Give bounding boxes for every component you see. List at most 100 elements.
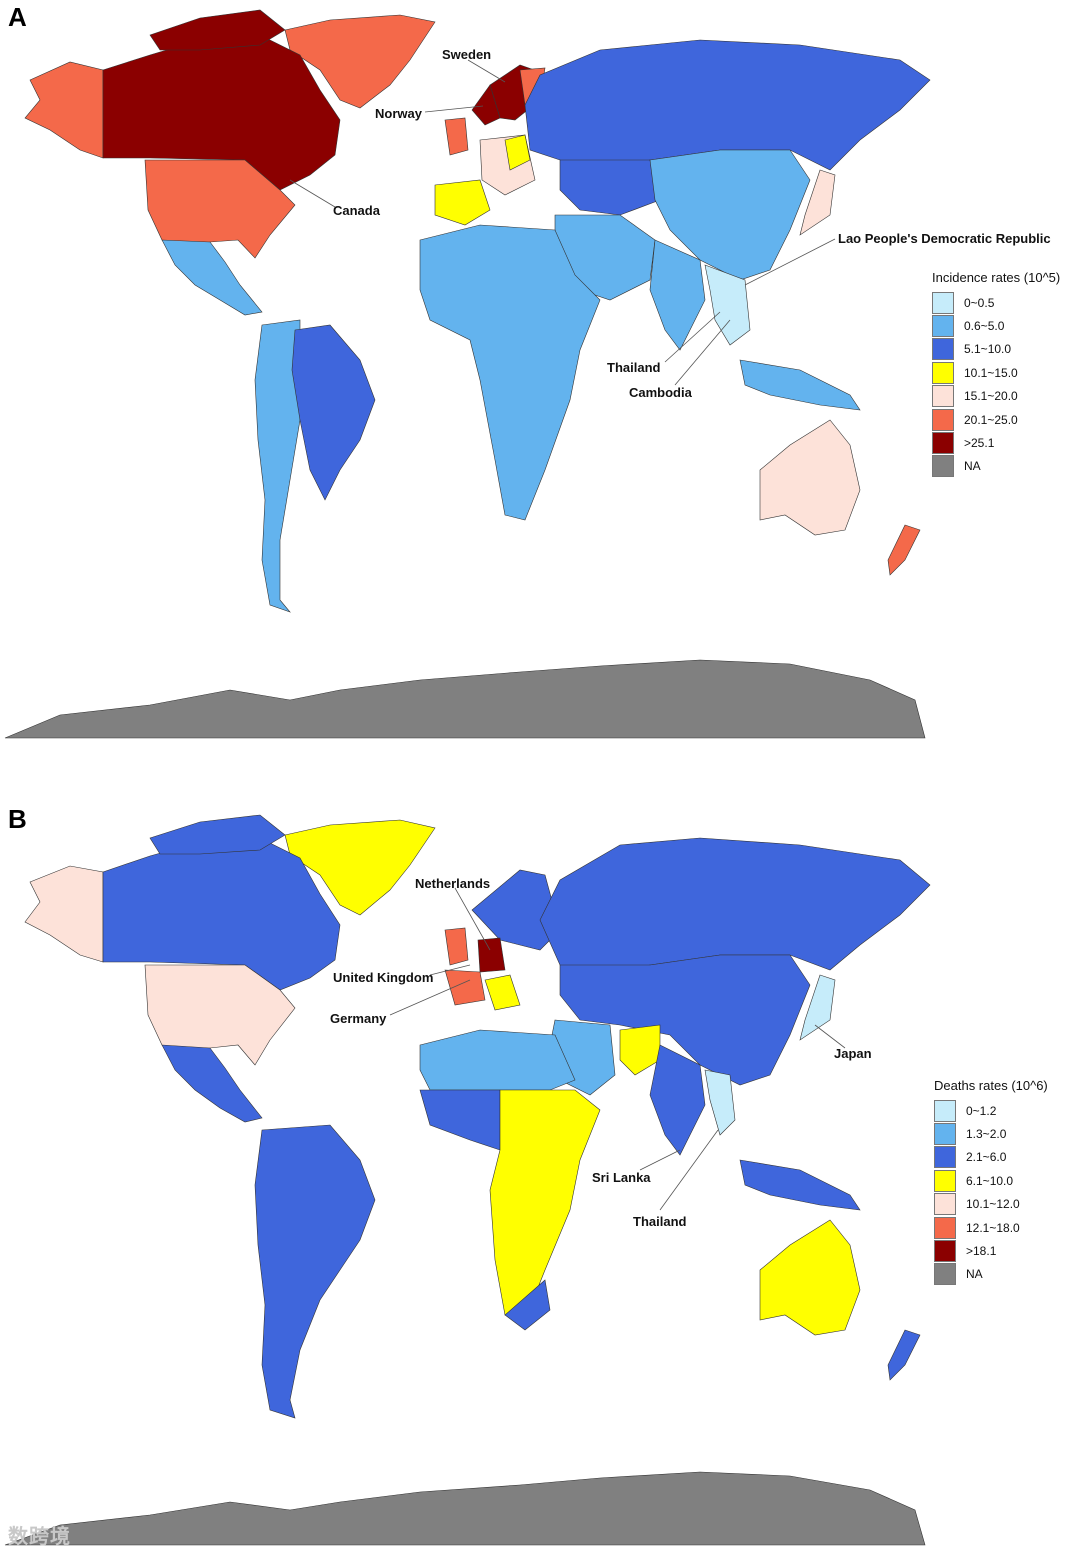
legend-swatch: [934, 1169, 956, 1192]
region-antarctica: [4, 659, 926, 739]
region-maritime-se-asia: [739, 359, 861, 411]
legend-label: 2.1~6.0: [966, 1150, 1007, 1165]
legend-incidence: Incidence rates (10^5) 0~0.5 0.6~5.0 5.1~1…: [932, 270, 1060, 478]
legend-label: 0~0.5: [964, 295, 995, 310]
region-arctic-islands: [149, 814, 286, 855]
region-china: [649, 149, 811, 281]
region-alaska: [24, 865, 104, 963]
legend-swatch: [934, 1263, 956, 1286]
region-mexico-central-america: [161, 239, 263, 316]
region-australia: [759, 1219, 861, 1336]
legend-item: 2.1~6.0: [934, 1146, 1048, 1169]
region-mexico-central-america: [161, 1044, 263, 1123]
region-italy-balkans: [484, 974, 521, 1011]
legend-label: NA: [966, 1267, 983, 1282]
region-southern-africa: [504, 1279, 551, 1331]
callout-sweden: Sweden: [442, 47, 491, 62]
region-india: [649, 239, 706, 351]
legend-swatch: [932, 432, 954, 455]
region-usa: [144, 964, 296, 1066]
region-north-africa: [419, 1029, 576, 1091]
legend-title: Deaths rates (10^6): [934, 1078, 1048, 1093]
legend-item: 1.3~2.0: [934, 1122, 1048, 1146]
region-pakistan: [619, 1024, 661, 1076]
callout-cambodia: Cambodia: [629, 385, 693, 400]
panel-letter-a: A: [8, 2, 27, 32]
legend-item: 6.1~10.0: [934, 1169, 1048, 1192]
legend-label: >25.1: [964, 436, 995, 451]
callout-lao: Lao People's Democratic Republic: [838, 231, 1051, 246]
callout-sri-lanka: Sri Lanka: [592, 1170, 651, 1185]
legend-swatch: [932, 291, 954, 314]
region-greenland: [284, 14, 436, 109]
callout-netherlands: Netherlands: [415, 876, 490, 891]
legend-swatch: [934, 1216, 956, 1239]
legend-label: NA: [964, 459, 981, 474]
panel-b-deaths-map: B: [0, 790, 1080, 1553]
legend-item: 10.1~12.0: [934, 1193, 1048, 1216]
callout-canada: Canada: [333, 203, 381, 218]
callout-thailand: Thailand: [607, 360, 661, 375]
callout-norway: Norway: [375, 106, 423, 121]
legend-swatch: [934, 1123, 956, 1146]
legend-item: NA: [934, 1263, 1048, 1286]
region-maritime-se-asia: [739, 1159, 861, 1211]
legend-label: 0.6~5.0: [964, 319, 1005, 334]
legend-deaths: Deaths rates (10^6) 0~1.2 1.3~2.0 2.1~6.0 6…: [934, 1078, 1048, 1286]
legend-item: 0.6~5.0: [932, 314, 1060, 338]
legend-swatch: [932, 385, 954, 408]
region-japan: [799, 169, 836, 236]
legend-item: 5.1~10.0: [932, 338, 1060, 361]
legend-label: 5.1~10.0: [964, 342, 1012, 357]
region-uk: [444, 117, 469, 156]
legend-item: 15.1~20.0: [932, 385, 1060, 408]
legend-swatch: [932, 408, 954, 431]
legend-swatch: [934, 1099, 956, 1122]
legend-label: >18.1: [966, 1244, 997, 1259]
region-thailand: [704, 1069, 736, 1136]
panel-letter-b: B: [8, 804, 27, 834]
region-china-central-asia: [559, 954, 811, 1086]
watermark: 数跨境: [8, 1524, 71, 1548]
legend-label: 1.3~2.0: [966, 1127, 1007, 1142]
region-alaska: [24, 61, 104, 159]
legend-item: 10.1~15.0: [932, 361, 1060, 384]
region-new-zealand: [887, 1329, 921, 1381]
legend-label: 20.1~25.0: [964, 412, 1018, 427]
region-australia: [759, 419, 861, 536]
region-south-america: [254, 1124, 376, 1419]
legend-label: 0~1.2: [966, 1103, 997, 1118]
region-new-zealand: [887, 524, 921, 576]
region-brazil: [291, 324, 376, 501]
region-germany-netherlands: [477, 937, 506, 973]
region-iberia-france: [434, 179, 491, 226]
legend-item: >18.1: [934, 1239, 1048, 1263]
callout-united-kingdom: United Kingdom: [333, 970, 433, 985]
region-france: [444, 969, 486, 1006]
region-usa: [144, 159, 296, 259]
legend-swatch: [934, 1240, 956, 1263]
legend-swatch: [934, 1193, 956, 1216]
region-africa: [419, 224, 601, 521]
legend-title: Incidence rates (10^5): [932, 270, 1061, 285]
legend-item: 12.1~18.0: [934, 1216, 1048, 1239]
panel-a-incidence-map: A: [0, 0, 1080, 770]
callout-germany: Germany: [330, 1011, 387, 1026]
region-west-africa: [419, 1089, 501, 1151]
deaths-world-map: Netherlands United Kingdom Germany Japan…: [4, 814, 931, 1546]
legend-swatch: [932, 338, 954, 361]
legend-swatch: [932, 361, 954, 384]
legend-label: 10.1~15.0: [964, 365, 1018, 380]
region-uk: [444, 927, 469, 966]
legend-label: 6.1~10.0: [966, 1173, 1014, 1188]
legend-item: 20.1~25.0: [932, 408, 1060, 431]
region-central-asia: [559, 159, 661, 216]
incidence-world-map: Sweden Norway Canada Lao People's Democr…: [4, 9, 1051, 739]
legend-item: 0~1.2: [934, 1099, 1048, 1122]
region-russia: [539, 837, 931, 976]
legend-swatch: [932, 455, 954, 478]
region-indochina: [704, 264, 751, 346]
legend-label: 15.1~20.0: [964, 389, 1018, 404]
region-india: [649, 1044, 706, 1156]
region-arctic-islands: [149, 9, 286, 51]
